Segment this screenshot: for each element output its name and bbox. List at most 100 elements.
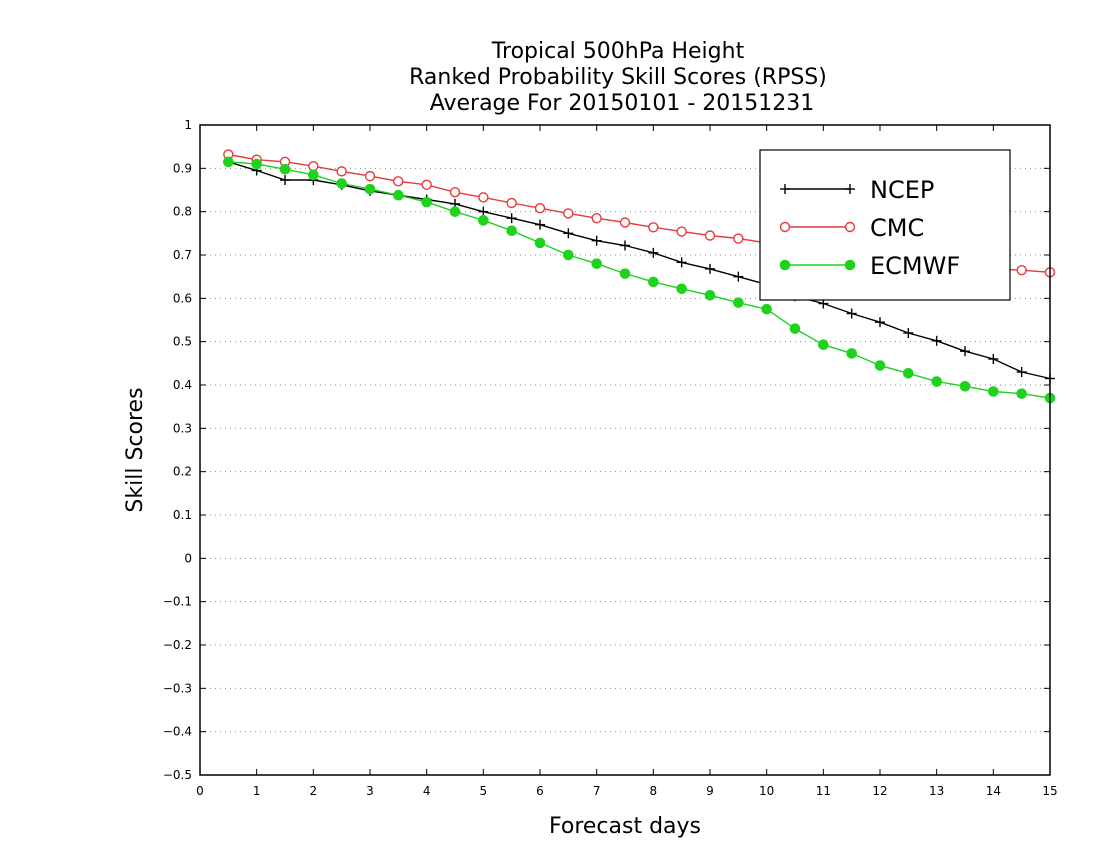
data-point-ncep xyxy=(705,263,715,274)
data-point-ecmwf xyxy=(818,339,829,351)
y-tick-label: −0.3 xyxy=(163,681,192,695)
data-point-ncep xyxy=(903,328,914,338)
data-point-ncep xyxy=(620,240,630,251)
x-tick-label: 7 xyxy=(593,784,601,798)
data-point-ecmwf xyxy=(931,376,942,387)
x-tick-label: 2 xyxy=(310,784,318,798)
data-point-cmc xyxy=(364,170,376,182)
legend-item-ncep: NCEP xyxy=(780,176,934,204)
data-point-ecmwf xyxy=(364,183,376,195)
x-axis-label: Forecast days xyxy=(549,814,701,839)
x-axis-ticks: 0 1 2 3 4 5 6 7 8 9 10 11 12 13 14 15 xyxy=(196,125,1058,798)
data-point-ecmwf xyxy=(421,196,432,208)
data-point-ecmwf xyxy=(478,215,489,226)
data-point-ecmwf xyxy=(336,178,347,189)
data-point-ecmwf xyxy=(1016,388,1027,399)
data-point-ecmwf xyxy=(534,237,546,249)
legend-item-cmc: CMC xyxy=(779,214,924,242)
data-point-ecmwf xyxy=(251,158,262,170)
data-point-ncep xyxy=(591,235,602,246)
data-point-ncep xyxy=(676,257,687,268)
legend: NCEP CMC ECMWF xyxy=(759,149,1011,301)
data-point-ecmwf xyxy=(844,259,856,271)
data-point-cmc xyxy=(534,202,546,214)
data-point-cmc xyxy=(591,212,602,224)
data-point-ncep xyxy=(780,184,790,194)
x-tick-label: 11 xyxy=(816,784,831,798)
data-point-ecmwf xyxy=(308,169,319,181)
legend-label-ncep: NCEP xyxy=(870,176,934,204)
data-point-ecmwf xyxy=(988,386,999,397)
data-point-cmc xyxy=(779,221,791,233)
data-point-ecmwf xyxy=(619,268,631,279)
y-tick-label: 0.6 xyxy=(173,291,192,305)
data-point-ncep xyxy=(535,219,545,230)
data-point-ncep xyxy=(931,335,942,346)
y-tick-label: −0.5 xyxy=(163,768,192,782)
x-tick-label: 9 xyxy=(706,784,714,798)
y-tick-label: 0.9 xyxy=(173,161,192,175)
data-point-ecmwf xyxy=(959,381,971,392)
title-line-3: Average For 20150101 - 20151231 xyxy=(430,91,815,116)
x-tick-label: 3 xyxy=(366,784,374,798)
data-point-cmc xyxy=(619,217,631,228)
grid-lines xyxy=(200,167,1050,733)
title-line-2: Ranked Probability Skill Scores (RPSS) xyxy=(409,65,827,90)
y-tick-label: 0.3 xyxy=(173,421,192,435)
legend-box xyxy=(759,149,1011,301)
data-point-ncep xyxy=(988,354,999,364)
x-tick-label: 8 xyxy=(650,784,658,798)
data-point-ncep xyxy=(563,228,574,239)
data-point-ecmwf xyxy=(449,206,461,217)
x-tick-label: 10 xyxy=(759,784,774,798)
y-axis-label: Skill Scores xyxy=(123,387,148,512)
legend-label-cmc: CMC xyxy=(870,214,924,242)
data-point-ecmwf xyxy=(779,259,791,271)
data-point-ncep xyxy=(648,247,659,258)
data-point-cmc xyxy=(676,226,687,237)
x-tick-label: 1 xyxy=(253,784,261,798)
data-point-ncep xyxy=(845,184,855,194)
y-tick-label: 0.8 xyxy=(173,205,192,219)
x-tick-label: 12 xyxy=(872,784,887,798)
data-point-ecmwf xyxy=(733,297,744,308)
data-point-cmc xyxy=(733,233,744,244)
y-tick-label: 1 xyxy=(184,118,192,132)
data-point-ncep xyxy=(280,175,290,186)
data-point-ecmwf xyxy=(648,276,659,288)
chart-title: Tropical 500hPa Height Ranked Probabilit… xyxy=(409,39,827,116)
data-point-ecmwf xyxy=(761,303,772,315)
data-point-cmc xyxy=(704,230,716,241)
data-point-cmc xyxy=(844,221,856,233)
data-point-ecmwf xyxy=(223,156,234,168)
y-tick-label: 0.1 xyxy=(173,508,192,522)
y-tick-label: 0.7 xyxy=(173,248,192,262)
data-point-ecmwf xyxy=(591,258,602,269)
data-point-cmc xyxy=(506,197,517,209)
y-tick-label: −0.1 xyxy=(163,595,192,609)
data-point-cmc xyxy=(421,179,432,191)
y-axis-ticks: −0.5 −0.4 −0.3 −0.2 −0.1 0 0.1 0.2 0.3 0.4 0.5 0.6 0… xyxy=(163,118,1050,782)
data-point-ncep xyxy=(960,346,970,357)
x-tick-label: 14 xyxy=(986,784,1001,798)
data-point-ncep xyxy=(506,213,517,224)
plot-frame xyxy=(199,124,1051,776)
data-point-ecmwf xyxy=(563,249,574,261)
data-point-cmc xyxy=(478,192,489,203)
data-point-cmc xyxy=(336,166,347,177)
x-tick-label: 0 xyxy=(196,784,204,798)
x-tick-label: 6 xyxy=(536,784,544,798)
x-tick-label: 5 xyxy=(480,784,488,798)
data-point-cmc xyxy=(308,160,319,172)
data-point-ncep xyxy=(846,308,857,319)
legend-label-ecmwf: ECMWF xyxy=(870,252,960,280)
data-point-ecmwf xyxy=(903,368,914,379)
data-point-cmc xyxy=(563,208,574,219)
y-tick-label: −0.4 xyxy=(163,725,192,739)
title-line-1: Tropical 500hPa Height xyxy=(491,39,745,64)
y-tick-label: 0.2 xyxy=(173,465,192,479)
data-point-ecmwf xyxy=(789,323,801,334)
legend-item-ecmwf: ECMWF xyxy=(779,252,960,280)
y-tick-label: 0.5 xyxy=(173,335,192,349)
